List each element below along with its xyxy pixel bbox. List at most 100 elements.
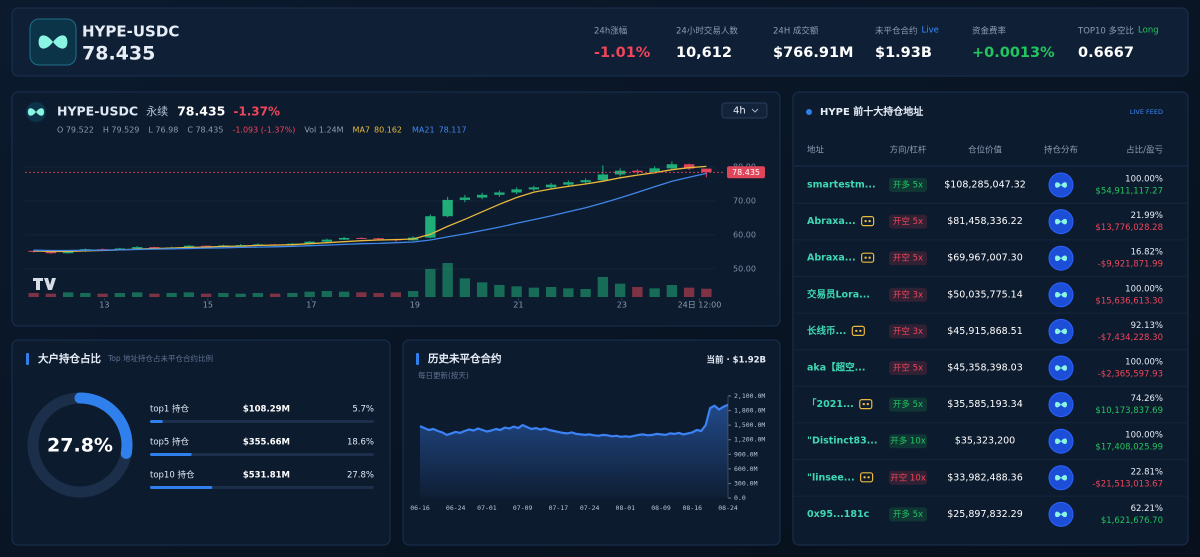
accent — [416, 353, 419, 365]
volume-bar — [28, 293, 39, 297]
share: 100.00% — [1125, 431, 1163, 441]
y-tick-label: 70.00 — [733, 196, 756, 205]
dropdown-caret[interactable] — [751, 108, 759, 113]
bot-eye — [868, 219, 871, 223]
bot-eye — [862, 402, 865, 406]
candle-body — [459, 197, 471, 200]
y-tick-label: 300.0M — [734, 479, 758, 487]
volume-bar — [131, 292, 143, 297]
volume-bar — [459, 278, 471, 297]
pnl: -$2,365,597.93 — [1098, 370, 1163, 380]
live-feed: LIVE FEED — [1130, 108, 1163, 116]
column-header: 地址 — [807, 145, 825, 156]
candle-body — [649, 168, 660, 173]
candle-body — [476, 194, 488, 198]
bot-icon — [851, 325, 865, 336]
history-current: 当前 · $1.92B — [706, 355, 766, 366]
side-badge — [889, 178, 927, 192]
share: 100.00% — [1125, 175, 1163, 185]
candle-body — [511, 189, 522, 193]
y-tick-label: 900.0M — [734, 450, 758, 458]
share: 74.26% — [1131, 394, 1163, 404]
volume-bar — [287, 293, 298, 297]
stat-tag: Live — [922, 26, 939, 36]
side-badge — [889, 397, 927, 412]
volume-bar — [114, 293, 126, 297]
volume-bar — [304, 291, 315, 297]
bot-eye — [864, 256, 867, 259]
stat-label: 未平仓合约 — [875, 26, 918, 37]
column-header: 占比/盈亏 — [1126, 145, 1163, 156]
ma-line — [33, 172, 707, 252]
share: 16.82% — [1131, 248, 1163, 258]
ohlc-item: -1.093 (-1.37%) — [232, 126, 295, 135]
candle-body — [338, 237, 350, 240]
ma-value: 80.162 — [374, 126, 402, 135]
interval-select[interactable] — [721, 102, 768, 119]
volume-bar — [528, 287, 540, 297]
row-label: top1 持仓 — [150, 404, 190, 415]
candle-body — [183, 245, 195, 248]
bot-icon — [861, 216, 875, 227]
share: 92.13% — [1131, 321, 1163, 331]
x-tick-label: 08-01 — [616, 504, 636, 512]
candle-body — [494, 192, 505, 195]
stat-label: 24h涨幅 — [594, 26, 628, 37]
volume-bar — [597, 277, 609, 297]
x-tick-label: 07-09 — [513, 504, 533, 512]
address: Abraxa... — [807, 216, 856, 227]
volume-bar — [62, 292, 74, 297]
address: 交易员Lora... — [807, 288, 870, 300]
line — [419, 403, 729, 438]
volume-bar — [218, 293, 229, 297]
share: 100.00% — [1125, 284, 1163, 294]
header-panel — [11, 7, 1189, 77]
y-tick-label: 1,500.0M — [734, 421, 765, 429]
share: 100.00% — [1125, 358, 1163, 368]
stat-value: 0.6667 — [1078, 45, 1134, 61]
candle-body — [597, 174, 609, 181]
bar-track — [150, 420, 374, 423]
address: 「2021... — [807, 398, 854, 410]
history-title: 历史未平仓合约 — [428, 352, 502, 365]
x-tick-label: 07-24 — [580, 504, 600, 512]
kline-panel — [11, 91, 781, 327]
volume-bar — [632, 287, 643, 297]
ohlc-item: L 76.98 — [148, 126, 178, 135]
side: 开多 5x — [893, 180, 923, 191]
ohlc-item: H 79.529 — [103, 126, 140, 135]
holders-panel — [792, 91, 1189, 546]
share: 21.99% — [1131, 211, 1163, 221]
x-tick-label: 13 — [99, 301, 109, 310]
y-tick-label: 1,200.0M — [734, 436, 765, 444]
x-tick-label: 07-17 — [549, 504, 569, 512]
ma-name: MA21 — [412, 126, 435, 135]
x-tick-label: 19 — [410, 301, 420, 310]
bar — [150, 486, 213, 489]
kline-market: 永续 — [146, 104, 168, 118]
position-value: $35,585,193.34 — [947, 399, 1023, 410]
side-badge — [889, 507, 927, 522]
pnl: $17,408,025.99 — [1095, 443, 1163, 453]
whale-subtitle: Top 地址持仓占未平仓合约比例 — [107, 353, 213, 363]
volume-bar — [356, 292, 367, 297]
volume-bar — [80, 293, 91, 297]
volume-bar — [425, 269, 436, 297]
row-value: $355.66M — [243, 438, 290, 448]
pnl: -$9,921,871.99 — [1098, 260, 1163, 270]
stat-label: 24小时交易人数 — [676, 26, 738, 37]
candle-body — [62, 251, 74, 254]
interval[interactable]: 4h — [733, 106, 746, 117]
row-label: top5 持仓 — [150, 437, 190, 448]
side: 开多 10x — [890, 436, 926, 447]
x-tick-label: 08-16 — [683, 504, 703, 512]
address: "Distinct83... — [807, 436, 878, 447]
candle-body — [632, 170, 643, 173]
address: aka【超空... — [807, 362, 865, 374]
side-badge — [889, 361, 927, 375]
candle-body — [45, 251, 57, 254]
bot-eye — [859, 329, 862, 333]
address: "linsee... — [807, 472, 855, 483]
stat-label: 资金费率 — [972, 26, 1007, 37]
volume-bar — [338, 291, 350, 297]
